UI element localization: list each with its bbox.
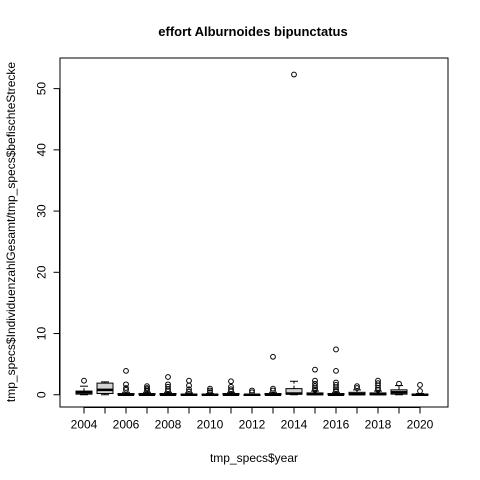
box-group-2020 — [411, 382, 429, 397]
box-group-2006 — [117, 367, 135, 397]
box-group-2015 — [306, 366, 324, 396]
box-group-2013 — [264, 353, 282, 397]
outlier-point — [165, 388, 171, 394]
box-group-2007 — [138, 383, 156, 397]
outlier-point — [312, 383, 318, 390]
box-group-2009 — [180, 377, 198, 397]
outlier-point — [270, 385, 276, 392]
x-tick-label: 2012 — [239, 418, 266, 432]
outlier-point — [354, 383, 360, 390]
y-tick-label: 0 — [35, 391, 49, 398]
outlier-point — [144, 383, 150, 390]
outlier-point — [333, 379, 339, 386]
outlier-point — [333, 367, 339, 374]
outlier-point — [312, 380, 318, 387]
box-group-2005 — [96, 381, 114, 396]
outlier-point — [417, 382, 423, 388]
y-axis: 0 10 20 30 40 50 — [35, 82, 60, 398]
outlier-point — [333, 388, 339, 394]
outlier-point — [312, 377, 318, 384]
y-tick-label: 40 — [35, 143, 49, 157]
outlier-point — [207, 387, 213, 394]
x-tick-label: 2020 — [407, 418, 434, 432]
outlier-point — [375, 386, 381, 393]
outlier-point — [186, 377, 192, 384]
box-iqr — [96, 382, 114, 395]
x-tick-label: 2016 — [323, 418, 350, 432]
box-group-2014 — [285, 71, 303, 396]
outlier-point — [333, 386, 339, 393]
box-group-2011 — [222, 378, 240, 397]
box-group-2010 — [201, 385, 219, 397]
outlier-point — [228, 386, 234, 393]
x-axis-label: tmp_specs$year — [210, 451, 298, 465]
box-group-2012 — [243, 387, 261, 397]
outlier-point — [186, 386, 192, 393]
y-tick-label: 10 — [35, 327, 49, 341]
outlier-point — [228, 383, 234, 390]
y-tick-label: 30 — [35, 204, 49, 218]
outlier-point — [123, 381, 129, 388]
outlier-point — [354, 385, 360, 391]
box-group-2017 — [348, 383, 366, 396]
outlier-point — [270, 353, 276, 360]
y-axis-label: tmp_specs$IndividuenzahlGesamt/tmp_specs… — [4, 62, 18, 403]
x-tick-label: 2014 — [281, 418, 308, 432]
outlier-point — [228, 378, 234, 385]
outlier-point — [81, 377, 87, 384]
x-tick-label: 2018 — [365, 418, 392, 432]
outlier-point — [396, 380, 402, 387]
outlier-point — [144, 385, 150, 391]
box-group-2016 — [327, 346, 345, 397]
x-tick-label: 2006 — [113, 418, 140, 432]
outlier-point — [417, 388, 423, 394]
outlier-point — [186, 388, 192, 395]
outlier-point — [375, 377, 381, 384]
chart-marks — [75, 71, 429, 397]
outlier-point — [312, 366, 318, 373]
outlier-point — [165, 374, 171, 380]
outlier-point — [333, 346, 339, 353]
chart-title: effort Alburnoides bipunctatus — [158, 24, 347, 39]
outlier-point — [291, 71, 297, 78]
outlier-point — [123, 385, 129, 391]
x-tick-label: 2010 — [197, 418, 224, 432]
box-group-2004 — [75, 377, 93, 396]
outlier-point — [165, 381, 171, 388]
y-tick-label: 20 — [35, 265, 49, 279]
outlier-point — [249, 389, 255, 396]
box-group-2018 — [369, 377, 387, 396]
box-group-2019 — [390, 380, 408, 396]
outlier-point — [123, 367, 129, 374]
outlier-point — [207, 385, 213, 392]
outlier-point — [123, 386, 129, 393]
outlier-point — [312, 386, 318, 393]
outlier-point — [249, 387, 255, 394]
x-tick-label: 2008 — [155, 418, 182, 432]
outlier-point — [207, 389, 213, 396]
outlier-point — [312, 385, 318, 391]
y-tick-label: 50 — [35, 82, 49, 96]
outlier-point — [228, 388, 234, 394]
outlier-point — [165, 383, 171, 390]
x-tick-label: 2004 — [71, 418, 98, 432]
outlier-point — [375, 380, 381, 387]
x-axis: 2004 2006 2008 2010 2012 2014 2016 2018 2020 — [71, 407, 434, 432]
outlier-point — [270, 387, 276, 394]
box-group-2008 — [159, 374, 177, 397]
outlier-point — [333, 382, 339, 388]
